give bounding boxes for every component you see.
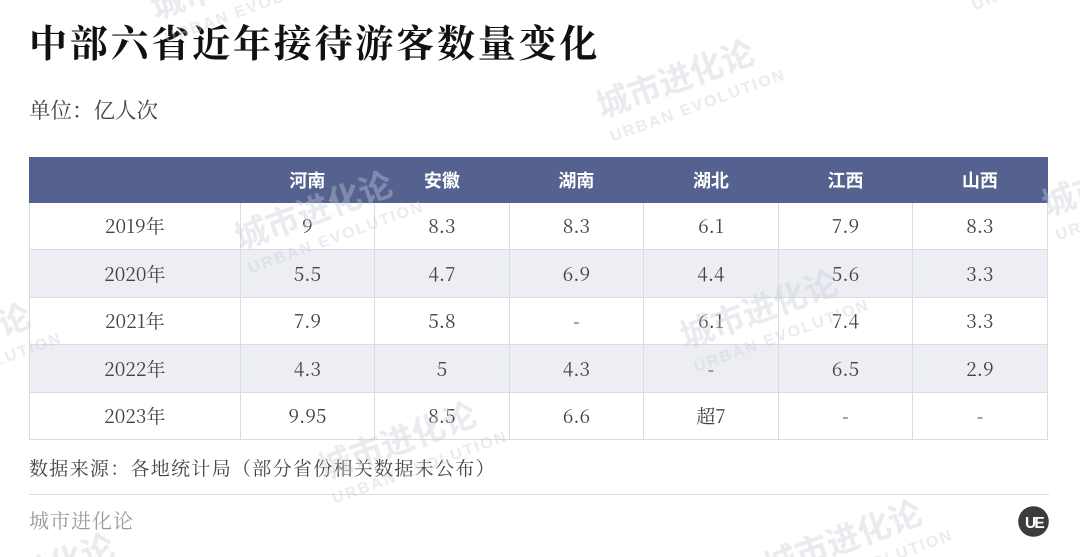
svg-text:UE: UE	[1025, 515, 1044, 532]
